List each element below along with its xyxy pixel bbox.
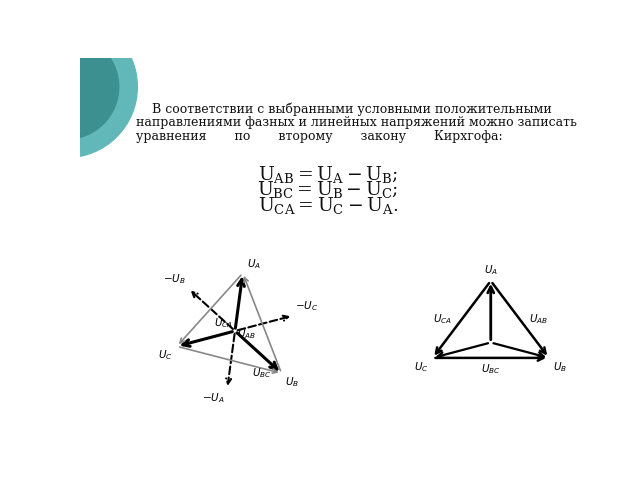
Text: $U_{AB}$: $U_{AB}$ bbox=[237, 327, 256, 341]
Text: $U_A$: $U_A$ bbox=[484, 263, 498, 277]
Text: $\mathregular{U_{CA} = U_C - U_A.}$: $\mathregular{U_{CA} = U_C - U_A.}$ bbox=[258, 195, 398, 216]
Text: В соответствии с выбранными условными положительными: В соответствии с выбранными условными по… bbox=[136, 102, 552, 116]
Text: направлениями фазных и линейных напряжений можно записать: направлениями фазных и линейных напряжен… bbox=[136, 116, 577, 129]
Text: $U_{BC}$: $U_{BC}$ bbox=[252, 366, 272, 380]
Text: $-U_C$: $-U_C$ bbox=[296, 300, 319, 313]
Text: $U_{BC}$: $U_{BC}$ bbox=[481, 362, 500, 375]
Circle shape bbox=[0, 16, 138, 158]
Text: $-U_B$: $-U_B$ bbox=[163, 273, 186, 286]
Text: $U_C$: $U_C$ bbox=[158, 348, 173, 362]
Circle shape bbox=[13, 35, 119, 139]
Text: $\mathregular{U_{AB} = U_A - U_B;}$: $\mathregular{U_{AB} = U_A - U_B;}$ bbox=[258, 164, 398, 185]
Text: $U_A$: $U_A$ bbox=[246, 257, 260, 271]
Text: $U_{AB}$: $U_{AB}$ bbox=[529, 312, 548, 326]
Text: $U_{CA}$: $U_{CA}$ bbox=[433, 312, 452, 326]
Text: уравнения       по       второму       закону       Кирхгофа:: уравнения по второму закону Кирхгофа: bbox=[136, 130, 502, 143]
Text: $U_B$: $U_B$ bbox=[553, 360, 567, 374]
Text: $U_C$: $U_C$ bbox=[414, 360, 429, 374]
Text: $U_{CA}$: $U_{CA}$ bbox=[214, 316, 233, 330]
Text: $-U_A$: $-U_A$ bbox=[202, 391, 225, 405]
Text: $\mathregular{U_{BC} = U_B - U_C;}$: $\mathregular{U_{BC} = U_B - U_C;}$ bbox=[257, 179, 399, 200]
Text: $U_B$: $U_B$ bbox=[285, 375, 300, 389]
